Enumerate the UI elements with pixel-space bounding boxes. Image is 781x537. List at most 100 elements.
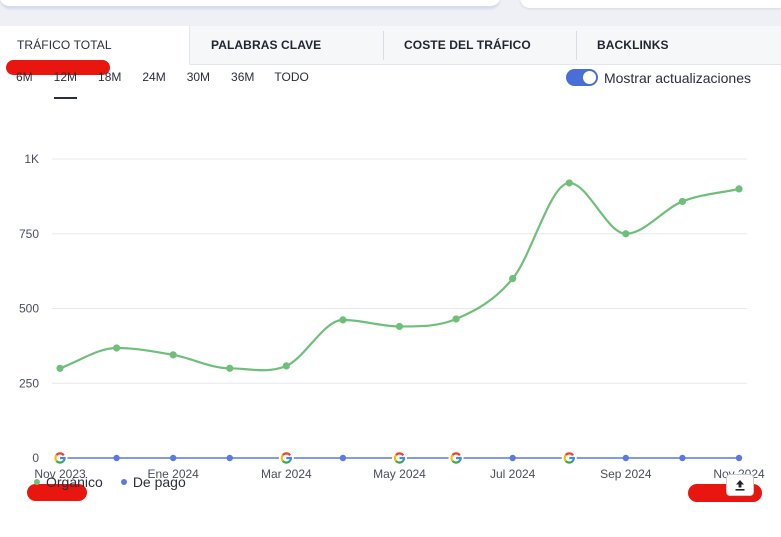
x-tick-label: Sep 2024: [600, 467, 652, 481]
google-icon-arc: [564, 460, 574, 464]
chart-grid: [52, 158, 747, 384]
paid-point: [509, 454, 516, 462]
legend-label-paid: De pago: [132, 474, 186, 490]
legend-dot-paid: [120, 479, 127, 485]
google-icon-arc: [450, 454, 454, 462]
google-icon-arc: [393, 454, 397, 462]
paid-point: [226, 454, 233, 462]
x-tick-label: Mar 2024: [261, 467, 312, 481]
organic-point: [339, 316, 347, 324]
x-tick-label: Nov 2023: [34, 467, 86, 481]
tab-backlinks[interactable]: BACKLINKS: [577, 26, 781, 65]
range-todo[interactable]: TODO: [274, 70, 308, 92]
toggle-knob: [582, 71, 596, 84]
y-tick-label: 1K: [24, 152, 39, 166]
google-icon-arc: [451, 460, 461, 464]
legend-item-organic[interactable]: Orgánico: [34, 474, 103, 490]
google-icon-arc: [395, 460, 404, 464]
updates-toggle-group: Mostrar actualizaciones: [565, 69, 751, 86]
metric-tabs: TRÁFICO TOTAL PALABRAS CLAVE COSTE DEL T…: [0, 26, 781, 65]
google-icon-arc: [281, 460, 291, 464]
organic-point: [509, 275, 517, 283]
range-36m[interactable]: 36M: [231, 70, 254, 92]
y-tick-label: 750: [19, 227, 39, 241]
tab-label: COSTE DEL TRÁFICO: [404, 38, 531, 52]
top-card-right: [520, 0, 781, 8]
x-tick-label: Ene 2024: [147, 467, 199, 481]
range-24m[interactable]: 24M: [142, 70, 165, 92]
y-tick-label: 500: [19, 302, 39, 316]
chart-legend: Orgánico De pago: [34, 474, 204, 490]
google-icon-arc: [55, 452, 65, 457]
range-label: 18M: [98, 70, 122, 84]
range-label: 24M: [142, 70, 166, 84]
redaction-mark: [6, 60, 110, 75]
range-18m[interactable]: 18M: [98, 70, 121, 92]
google-update-markers: [52, 450, 577, 466]
organic-line: [59, 181, 740, 372]
range-label: 6M: [16, 70, 33, 84]
organic-point: [282, 362, 290, 370]
tab-divider: [383, 31, 384, 60]
paid-point: [622, 454, 630, 462]
paid-point: [679, 454, 686, 462]
paid-point: [339, 454, 347, 462]
legend-dot-organic: [34, 479, 40, 485]
range-30m[interactable]: 30M: [187, 70, 210, 92]
tab-label: PALABRAS CLAVE: [211, 38, 322, 52]
paid-point: [735, 454, 743, 462]
tab-label: BACKLINKS: [597, 38, 669, 52]
organic-point: [169, 351, 177, 359]
google-icon[interactable]: [448, 450, 464, 466]
organic-point: [678, 197, 687, 206]
tab-coste-trafico[interactable]: COSTE DEL TRÁFICO: [384, 26, 577, 65]
y-tick-label: 0: [32, 451, 39, 465]
organic-point: [452, 315, 460, 323]
organic-point: [56, 364, 64, 372]
google-icon[interactable]: [278, 450, 294, 466]
export-button[interactable]: [726, 474, 754, 496]
traffic-panel: TRÁFICO TOTAL PALABRAS CLAVE COSTE DEL T…: [0, 26, 781, 537]
google-icon-arc: [451, 452, 461, 457]
google-icon[interactable]: [52, 450, 68, 466]
tab-divider: [576, 31, 577, 60]
y-tick-label: 250: [19, 376, 39, 390]
organic-point: [565, 179, 573, 187]
legend-item-paid[interactable]: De pago: [120, 474, 186, 490]
y-axis-labels: 0 250 500 750 1K: [19, 152, 39, 465]
tab-trafico-total[interactable]: TRÁFICO TOTAL: [0, 26, 190, 65]
updates-toggle-label: Mostrar actualizaciones: [603, 69, 751, 86]
time-range-selector: 6M 12M 18M 24M 30M 36M TODO: [16, 70, 309, 99]
organic-point: [735, 185, 743, 193]
range-label: 30M: [186, 70, 211, 84]
x-tick-label: Jul 2024: [490, 467, 536, 481]
paid-point: [169, 454, 177, 462]
updates-toggle[interactable]: [565, 69, 598, 86]
range-label: 36M: [231, 70, 255, 84]
google-icon-arc: [395, 452, 405, 457]
google-icon-arc: [564, 452, 574, 457]
range-12m[interactable]: 12M: [53, 70, 78, 99]
range-6m[interactable]: 6M: [16, 70, 33, 92]
x-axis-labels: Nov 2023 Ene 2024 Mar 2024 May 2024 Jul 2024…: [34, 467, 765, 481]
x-tick-label: May 2024: [373, 467, 426, 481]
google-icon-arc: [280, 454, 284, 462]
range-label: TODO: [274, 70, 309, 84]
google-icon-arc: [281, 452, 292, 457]
organic-series: [56, 179, 743, 372]
google-icon-arc: [54, 454, 58, 462]
google-icon-arc: [563, 454, 567, 462]
redaction-mark: [27, 484, 87, 501]
tab-label: TRÁFICO TOTAL: [17, 38, 112, 52]
top-card-left: [0, 0, 500, 8]
range-label: 12M: [53, 70, 78, 84]
export-icon: [735, 480, 745, 491]
google-icon-arc: [55, 460, 65, 464]
paid-point: [113, 454, 120, 462]
organic-point: [226, 364, 234, 372]
organic-point: [622, 230, 630, 238]
tab-palabras-clave[interactable]: PALABRAS CLAVE: [190, 26, 384, 65]
google-icon[interactable]: [561, 450, 577, 466]
google-icon[interactable]: [392, 450, 407, 466]
